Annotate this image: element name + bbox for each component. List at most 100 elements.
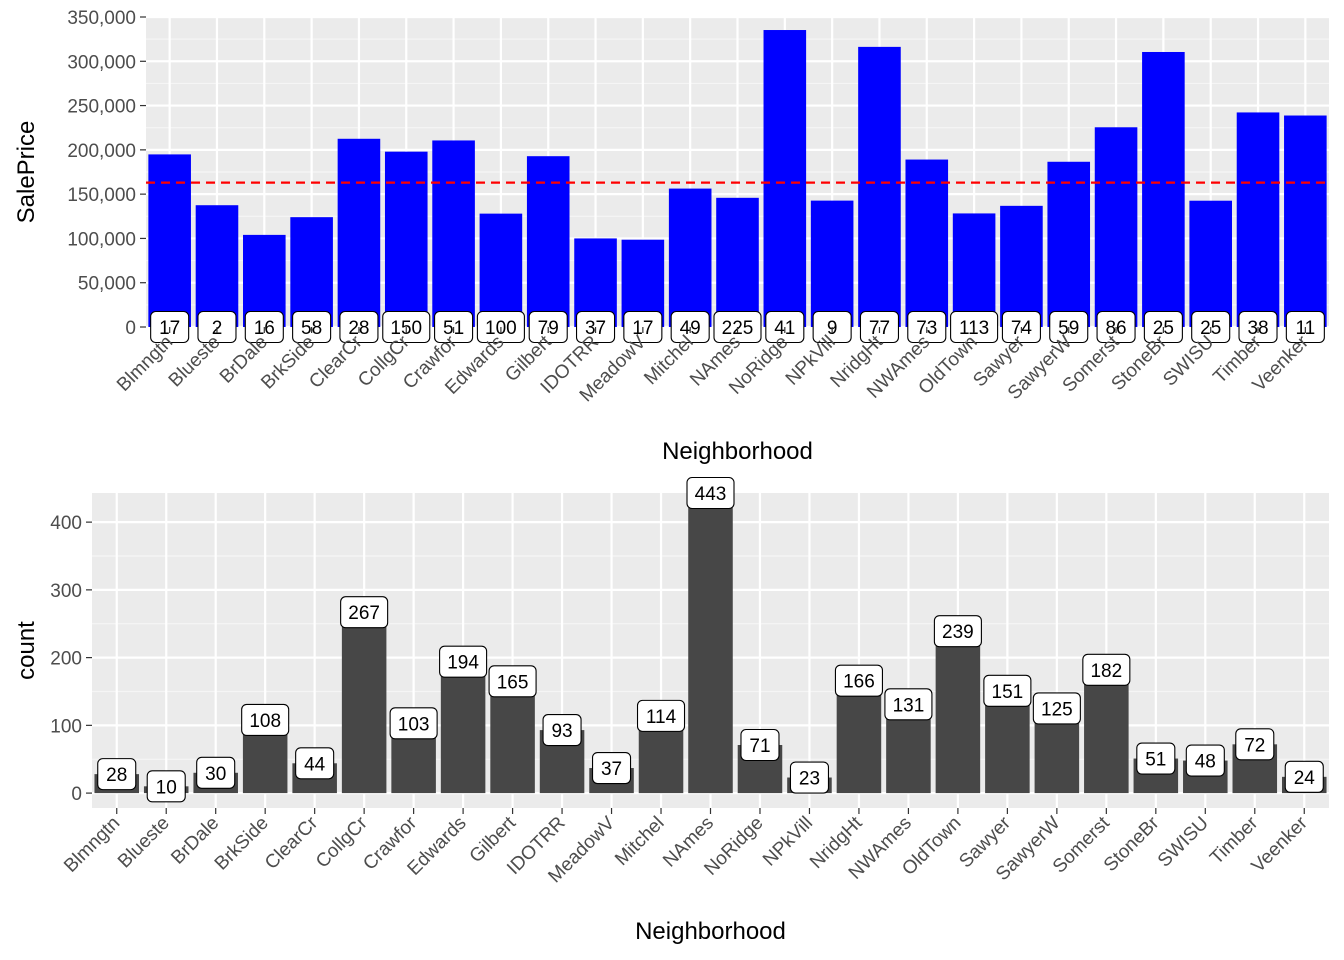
y-tick-label: 200,000 — [67, 141, 136, 162]
data-label-Blueste: 10 — [146, 770, 186, 803]
data-label-box — [1032, 692, 1081, 725]
y-tick-label: 400 — [50, 513, 82, 534]
data-label-text: 103 — [398, 714, 430, 735]
data-label-text: 23 — [799, 769, 820, 790]
bar-Mitchel — [668, 188, 712, 327]
data-label-CollgCr: 267 — [340, 596, 389, 629]
bar-Blmngtn — [148, 154, 191, 327]
data-label-text: 239 — [942, 622, 974, 643]
bar-Gilbert — [526, 156, 570, 327]
data-label-text: 166 — [843, 672, 875, 693]
data-label-text: 51 — [1145, 750, 1166, 771]
data-label-text: 37 — [601, 759, 622, 780]
y-tick-label: 300,000 — [67, 52, 136, 73]
x-tick-label: BrkSide — [211, 813, 273, 875]
bar-Gilbert — [490, 681, 535, 794]
y-tick-label: 350,000 — [67, 8, 136, 29]
bar-SWISU — [1189, 200, 1232, 327]
data-label-box — [983, 674, 1032, 707]
bar-Somerst — [1094, 127, 1138, 328]
data-label-text: 267 — [348, 603, 380, 624]
bar-NWAmes — [905, 159, 949, 327]
data-label-text: 125 — [1041, 699, 1073, 720]
data-label-SawyerW: 125 — [1032, 692, 1081, 725]
bar-NridgHt — [858, 46, 901, 327]
data-label-text: 93 — [551, 721, 572, 742]
x-tick-label: Blmngtn — [60, 813, 124, 877]
data-label-box — [1082, 653, 1131, 686]
data-label-text: 48 — [1195, 752, 1216, 773]
data-label-Veenker: 24 — [1284, 760, 1324, 793]
data-label-NWAmes: 131 — [884, 688, 933, 721]
data-label-NAmes: 443 — [686, 476, 735, 510]
data-label-text: 28 — [106, 765, 127, 786]
y-tick-label: 200 — [50, 649, 82, 670]
bar-Edwards — [440, 661, 486, 794]
x-axis-title: Neighborhood — [662, 438, 813, 465]
data-label-IDOTRR: 93 — [542, 714, 582, 747]
data-label-text: 24 — [1294, 768, 1316, 789]
bar-NAmes — [688, 493, 733, 794]
data-label-Edwards: 194 — [439, 645, 488, 678]
bar-Edwards — [479, 213, 523, 327]
data-label-box — [146, 770, 186, 803]
data-label-box — [884, 688, 933, 721]
data-label-text: 182 — [1090, 661, 1122, 682]
data-label-text: 44 — [304, 754, 326, 775]
data-label-NridgHt: 166 — [834, 664, 883, 697]
data-label-Blmngtn: 28 — [97, 758, 137, 791]
data-label-box — [1284, 760, 1324, 793]
x-tick-label: SWISU — [1154, 813, 1213, 872]
y-axis-title: SalePrice — [13, 121, 40, 224]
bar-BrkSide — [290, 217, 333, 327]
data-label-BrkSide: 108 — [241, 703, 290, 736]
data-label-text: 131 — [893, 695, 925, 716]
data-label-box — [686, 476, 735, 510]
x-tick-label: NPkVill — [759, 813, 817, 871]
data-label-MeadowV: 37 — [591, 751, 632, 785]
data-label-box — [789, 761, 830, 794]
data-label-box — [241, 703, 290, 736]
data-label-StoneBr: 51 — [1136, 742, 1176, 775]
y-tick-label: 150,000 — [67, 185, 136, 206]
data-label-Sawyer: 151 — [983, 674, 1032, 707]
data-label-text: 108 — [249, 711, 281, 732]
data-label-text: 165 — [497, 672, 529, 693]
saleprice-chart: 17 2 16 58 28 150 51 100 79 37 17 49 225 41 9 77 73 113 74… — [13, 8, 1329, 465]
bar-StoneBr — [1142, 51, 1185, 327]
data-label-text: 114 — [646, 707, 677, 728]
data-label-ClearCr: 44 — [295, 747, 335, 780]
data-label-box — [488, 665, 537, 698]
data-label-Crawfor: 103 — [389, 707, 438, 740]
bar-CollgCr — [341, 612, 387, 794]
y-tick-label: 100 — [50, 716, 82, 737]
data-label-Timber: 72 — [1235, 728, 1275, 761]
bar-CollgCr — [384, 151, 428, 327]
bar-OldTown — [952, 213, 996, 327]
bar-NPkVill — [810, 200, 854, 327]
bar-OldTown — [935, 631, 981, 794]
data-label-Somerst: 182 — [1082, 653, 1131, 686]
data-label-text: 30 — [205, 764, 226, 785]
data-label-box — [295, 747, 335, 780]
data-label-NPkVill: 23 — [789, 761, 830, 794]
data-label-box — [1235, 728, 1275, 761]
data-label-box — [933, 615, 982, 648]
bar-ClearCr — [337, 138, 381, 327]
data-label-Mitchel: 114 — [636, 699, 686, 732]
bar-Crawfor — [432, 140, 475, 327]
data-label-BrDale: 30 — [196, 756, 236, 789]
bar-NoRidge — [763, 30, 807, 328]
bar-SawyerW — [1047, 161, 1091, 327]
data-label-box — [834, 664, 883, 697]
x-axis-title: Neighborhood — [635, 918, 786, 945]
count-chart: 28 10 30 108 44 267 103 194 165 93 37 114 443 71 23 166… — [13, 476, 1329, 945]
y-tick-label: 100,000 — [67, 229, 136, 250]
data-label-SWISU: 48 — [1185, 744, 1225, 777]
x-tick-label: Blueste — [114, 813, 174, 873]
data-label-text: 151 — [992, 682, 1024, 703]
data-label-box — [439, 645, 488, 678]
y-tick-label: 50,000 — [78, 274, 136, 295]
data-label-text: 10 — [156, 777, 177, 798]
